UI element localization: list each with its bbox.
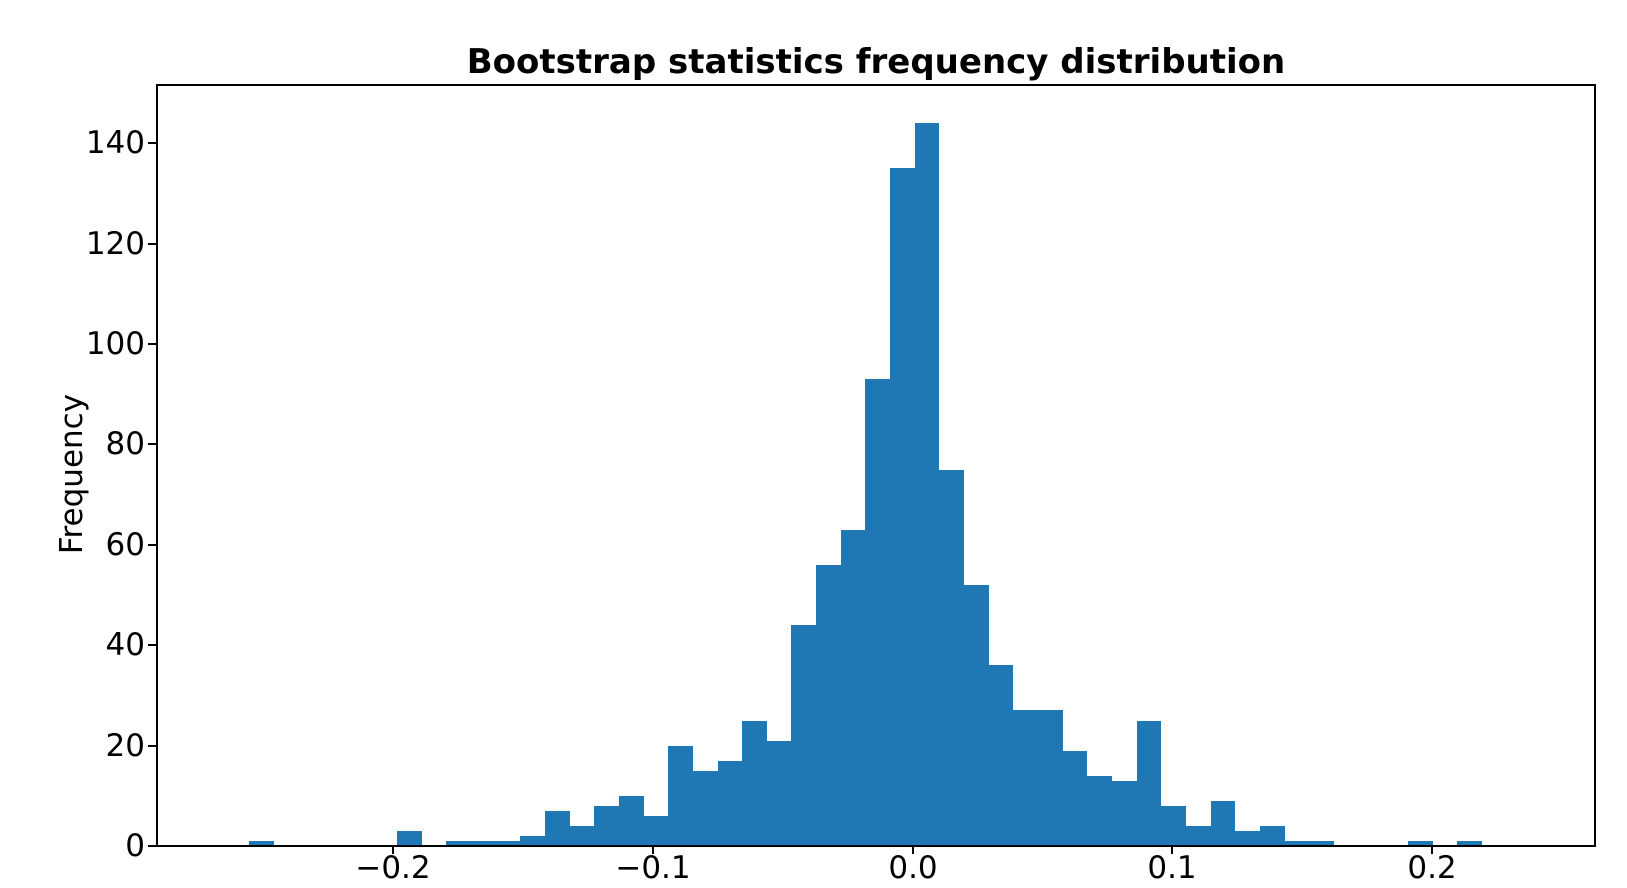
histogram-bar (841, 530, 865, 846)
x-tick-label: 0.0 (888, 850, 938, 886)
plot-area (157, 85, 1595, 846)
histogram-bar (545, 811, 570, 846)
histogram-bar (1087, 776, 1112, 846)
histogram-bar (989, 665, 1013, 846)
y-tick-label: 80 (105, 426, 145, 462)
histogram-bar (496, 841, 520, 846)
histogram-bar (693, 771, 718, 846)
histogram-bar (1186, 826, 1211, 846)
spine-top (156, 84, 1596, 86)
y-tick-label: 60 (105, 527, 145, 563)
x-tick-label: −0.1 (615, 850, 691, 886)
x-tick-label: 0.1 (1147, 850, 1197, 886)
x-tick-mark (1171, 847, 1173, 854)
bars (157, 85, 1595, 846)
histogram-bar (939, 470, 964, 846)
histogram-bar (1309, 841, 1334, 846)
histogram-bar (1408, 841, 1433, 846)
histogram-bar (915, 123, 939, 846)
histogram-bar (520, 836, 545, 846)
histogram-bar (767, 741, 791, 846)
y-tick-mark (148, 243, 156, 245)
histogram-bar (619, 796, 644, 846)
y-tick-mark (148, 845, 156, 847)
spine-bottom (156, 845, 1596, 847)
y-tick-mark (148, 443, 156, 445)
y-tick-label: 100 (85, 326, 145, 362)
histogram-bar (397, 831, 422, 846)
spine-left (156, 84, 158, 847)
histogram-bar (570, 826, 594, 846)
histogram-bar (249, 841, 274, 846)
spine-right (1594, 84, 1596, 847)
histogram-bar (1235, 831, 1260, 846)
histogram-bar (446, 841, 471, 846)
histogram-bar (816, 565, 841, 846)
histogram-bar (594, 806, 619, 846)
histogram-bar (471, 841, 496, 846)
histogram-bar (1063, 751, 1087, 846)
histogram-bar (865, 379, 890, 846)
histogram-bar (1112, 781, 1137, 846)
y-tick-mark (148, 644, 156, 646)
histogram-bar (964, 585, 989, 846)
histogram-bar (1260, 826, 1285, 846)
histogram-bar (1013, 710, 1038, 846)
y-tick-label: 40 (105, 627, 145, 663)
histogram-bar (668, 746, 693, 846)
histogram-bar (644, 816, 668, 846)
histogram-bar (742, 721, 767, 846)
histogram-bar (791, 625, 816, 846)
y-tick-label: 20 (105, 728, 145, 764)
y-tick-mark (148, 745, 156, 747)
x-tick-mark (652, 847, 654, 854)
x-tick-label: −0.2 (355, 850, 431, 886)
histogram-bar (1457, 841, 1482, 846)
y-tick-label: 140 (85, 125, 145, 161)
y-tick-label: 120 (85, 226, 145, 262)
y-tick-label: 0 (125, 828, 145, 864)
histogram-bar (890, 168, 915, 846)
x-tick-mark (392, 847, 394, 854)
x-tick-label: 0.2 (1407, 850, 1457, 886)
y-tick-mark (148, 142, 156, 144)
chart-title: Bootstrap statistics frequency distribut… (466, 42, 1286, 82)
histogram-bar (1161, 806, 1186, 846)
histogram-bar (1137, 721, 1161, 846)
x-tick-mark (912, 847, 914, 854)
histogram-bar (1285, 841, 1309, 846)
histogram-bar (718, 761, 742, 846)
x-tick-mark (1431, 847, 1433, 854)
y-tick-mark (148, 544, 156, 546)
histogram-bar (1038, 710, 1063, 846)
histogram-bar (1211, 801, 1235, 846)
y-tick-mark (148, 343, 156, 345)
